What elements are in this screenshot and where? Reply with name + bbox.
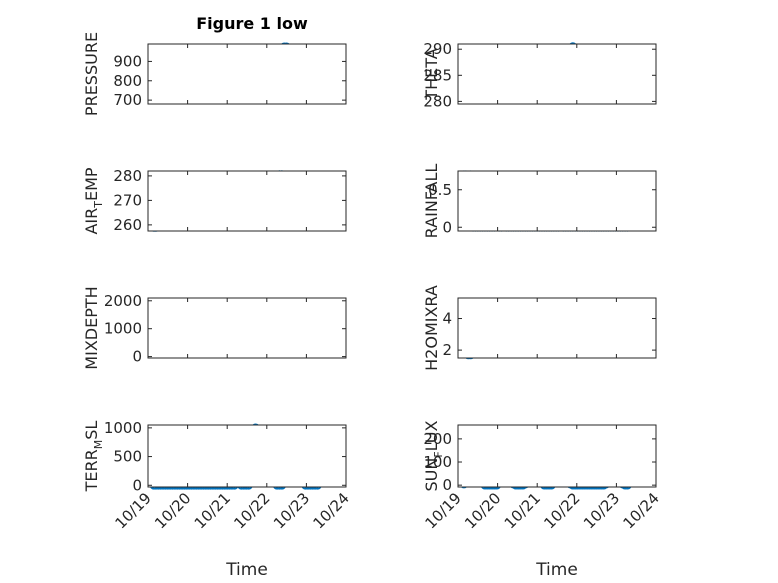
y-axis-label-main: PRESSURE — [82, 32, 101, 116]
y-axis-label-main: THETA — [422, 48, 441, 100]
y-axis-label-main: TERR — [82, 449, 101, 492]
y-axis-label-suffix: EMP — [82, 167, 101, 201]
y-axis-label-subscript: F — [432, 451, 445, 457]
y-axis-label-subscript: T — [92, 201, 105, 209]
y-tick-label: 0 — [132, 476, 142, 494]
y-tick-label: 0 — [442, 476, 452, 494]
y-axis-label-suffix: SL — [82, 421, 101, 440]
y-axis-label: SUNFLUX — [422, 420, 445, 491]
y-tick-label: 800 — [113, 72, 142, 90]
y-axis-label-main: AIR — [82, 208, 101, 235]
subplot-7: 0500100010/1910/2010/2110/2210/2310/24Ti… — [82, 419, 353, 580]
y-axis-label: RAINFALL — [422, 164, 441, 239]
y-axis-label: H2OMIXRA — [422, 285, 441, 371]
y-axis-label-main: SUN — [422, 458, 441, 492]
y-tick-label: 290 — [423, 40, 452, 58]
y-tick-label: 1000 — [104, 320, 142, 338]
y-axis-label: PRESSURE — [82, 32, 101, 116]
y-tick-label: 280 — [423, 92, 452, 110]
y-tick-label: 280 — [113, 167, 142, 185]
y-axis-label: AIRTEMP — [82, 167, 105, 234]
x-axis-label: Time — [225, 560, 268, 580]
y-axis-label-subscript: M — [92, 440, 105, 450]
x-axis-label: Time — [535, 560, 578, 580]
axes-box — [147, 424, 347, 488]
axes-box — [147, 170, 347, 232]
y-axis-label-main: RAINFALL — [422, 164, 441, 239]
y-axis-label-main: MIXDEPTH — [82, 286, 101, 369]
y-tick-label: 100 — [423, 453, 452, 471]
axes-box — [147, 297, 347, 359]
axes-box — [147, 43, 347, 105]
y-tick-label: 285 — [423, 66, 452, 84]
y-tick-label: 500 — [113, 448, 142, 466]
y-tick-label: 2000 — [104, 292, 142, 310]
y-axis-label-suffix: LUX — [422, 420, 441, 451]
subplot-3: 260 270 280 AIRTEMP — [82, 167, 347, 235]
y-axis-label: MIXDEPTH — [82, 286, 101, 369]
figure-title: Figure 1 low — [196, 14, 308, 33]
axes-box — [457, 43, 657, 105]
y-axis-label: TERRMSL — [82, 421, 105, 493]
y-tick-label: 1000 — [104, 419, 142, 437]
y-tick-label: 2 — [442, 341, 452, 359]
y-tick-label: 270 — [113, 191, 142, 209]
y-tick-label: 700 — [113, 91, 142, 109]
y-tick-label: 0 — [442, 218, 452, 236]
axes-box — [457, 424, 657, 488]
y-axis-label-main: H2OMIXRA — [422, 285, 441, 371]
y-tick-label: 4 — [442, 310, 452, 328]
axes-box — [457, 297, 657, 359]
y-tick-label: 200 — [423, 430, 452, 448]
y-tick-label: 0 — [132, 348, 142, 366]
axes-box — [457, 170, 657, 232]
y-tick-label: 0.5 — [428, 181, 452, 199]
y-axis-label: THETA — [422, 48, 441, 100]
y-tick-label: 900 — [113, 52, 142, 70]
y-tick-label: 260 — [113, 216, 142, 234]
